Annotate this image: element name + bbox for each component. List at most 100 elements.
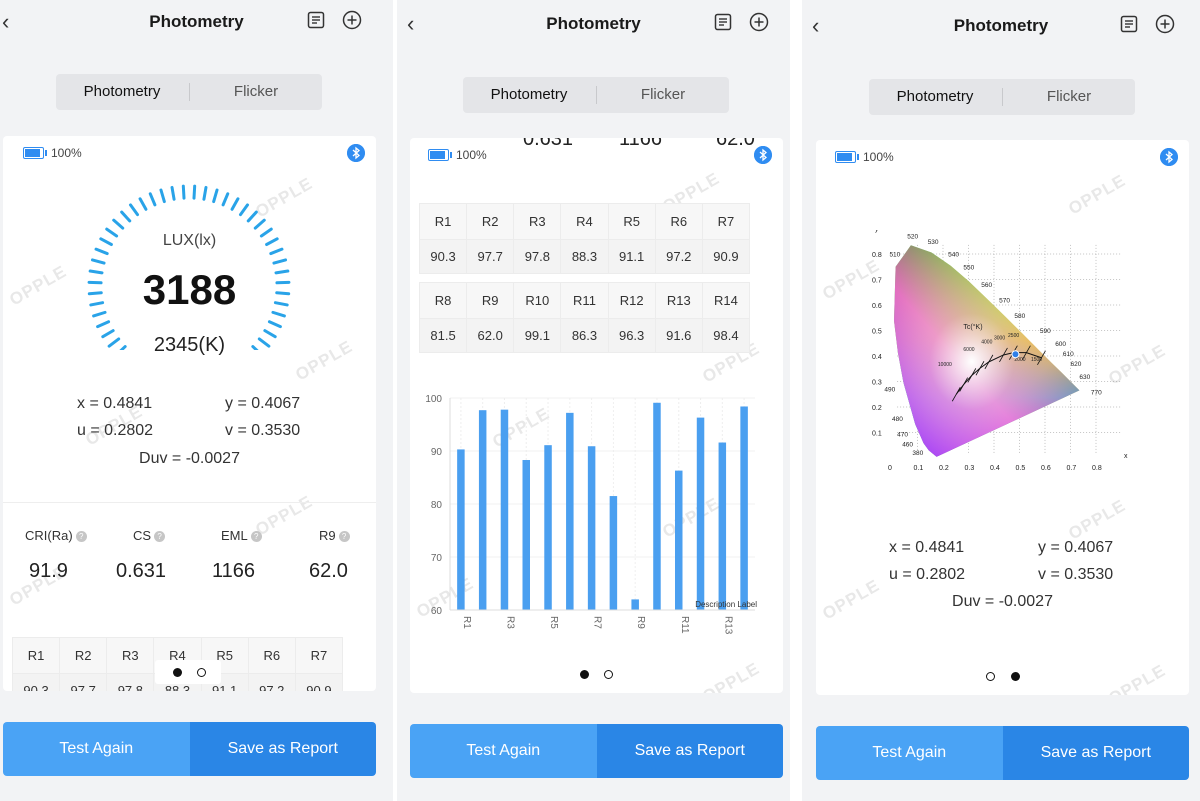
- measurement-card: 100% OPPLE OPPLE OPPLE OPPLE OPPLE OPPLE: [816, 140, 1189, 695]
- wavelength-label: 530: [928, 239, 939, 246]
- test-again-button[interactable]: Test Again: [410, 724, 597, 778]
- gauge-tick: [267, 320, 282, 329]
- tab-flicker[interactable]: Flicker: [233, 83, 279, 100]
- action-bar: Test Again Save as Report: [410, 724, 783, 778]
- gauge-tick: [107, 337, 121, 348]
- isotherm-line: [959, 377, 969, 392]
- lux-value: 3188: [142, 266, 237, 313]
- r-value: 62.0: [466, 318, 515, 353]
- bar-R13: [718, 442, 727, 610]
- lux-unit-label: LUX(lx): [162, 232, 217, 249]
- r-label: R6: [654, 203, 703, 240]
- back-icon[interactable]: ‹: [812, 13, 820, 38]
- page-dot-active[interactable]: [1011, 672, 1020, 681]
- gauge-tick: [112, 218, 125, 230]
- r-value: 97.2: [247, 673, 296, 691]
- document-list-icon[interactable]: [306, 10, 326, 30]
- page-dot[interactable]: [197, 668, 206, 677]
- x-tick-label: 0.7: [1067, 465, 1077, 472]
- y-tick-label: 0.4: [872, 354, 882, 361]
- page-dot[interactable]: [986, 672, 995, 681]
- r-value: 99.1: [513, 318, 562, 353]
- y-axis-label: y: [875, 230, 879, 233]
- gauge-tick: [128, 203, 140, 217]
- wavelength-label: 510: [889, 252, 900, 259]
- page-dot-active[interactable]: [580, 670, 589, 679]
- x-tick-label: 0.4: [990, 465, 1000, 472]
- plus-circle-icon[interactable]: [1155, 14, 1175, 34]
- legend-label: Description Label: [695, 600, 757, 609]
- help-icon[interactable]: ?: [250, 531, 262, 542]
- isotherm-line: [984, 354, 994, 370]
- page-dot[interactable]: [604, 670, 613, 679]
- page-dot-active[interactable]: [173, 668, 182, 677]
- page-indicator: [155, 660, 221, 684]
- test-again-button[interactable]: Test Again: [816, 726, 1003, 780]
- gauge-tick: [202, 185, 208, 201]
- r-value: 90.9: [294, 673, 344, 691]
- r-label: R5: [607, 203, 656, 240]
- tab-flicker[interactable]: Flicker: [640, 86, 686, 103]
- tc-label: Tc(°K): [963, 323, 982, 331]
- page-title: Photometry: [546, 14, 641, 33]
- coord-v: v = 0.3530: [225, 422, 301, 439]
- r-value: 97.7: [59, 673, 108, 691]
- r-value: 97.8: [513, 239, 562, 274]
- document-list-icon[interactable]: [713, 12, 733, 32]
- back-icon[interactable]: ‹: [407, 11, 415, 36]
- wavelength-label: 620: [1071, 361, 1082, 368]
- x-tick-label: 0.3: [965, 465, 975, 472]
- bluetooth-icon[interactable]: [1160, 148, 1178, 166]
- gauge-tick: [257, 337, 271, 348]
- page-title: Photometry: [953, 16, 1049, 35]
- tab-photometry[interactable]: Photometry: [83, 83, 161, 100]
- save-report-button[interactable]: Save as Report: [596, 724, 783, 778]
- y-tick-label: 0.6: [872, 303, 882, 310]
- watermark: OPPLE: [699, 658, 763, 693]
- gauge-tick: [230, 197, 240, 211]
- measurement-card: 0.631 1166 62.0 100% OPPLE OPPLE OPPLE O…: [410, 138, 783, 693]
- metric-label-cs: CS?: [133, 528, 166, 543]
- coord-x: x = 0.4841: [77, 395, 153, 412]
- bar-R6: [566, 412, 574, 610]
- help-icon[interactable]: ?: [154, 531, 166, 542]
- metric-value-eml: 1166: [212, 560, 256, 582]
- bluetooth-icon[interactable]: [347, 144, 365, 162]
- x-tick-label: R7: [592, 616, 603, 629]
- isotherm-line: [975, 361, 985, 376]
- divider: [596, 86, 597, 104]
- r-label: R13: [654, 282, 703, 319]
- gauge-tick: [221, 192, 230, 207]
- help-icon[interactable]: ?: [75, 531, 87, 542]
- document-list-icon[interactable]: [1119, 14, 1139, 34]
- test-again-button[interactable]: Test Again: [3, 722, 190, 776]
- gauge-tick: [272, 258, 288, 265]
- wavelength-label: 600: [1055, 341, 1066, 348]
- save-report-button[interactable]: Save as Report: [1002, 726, 1189, 780]
- action-bar: Test Again Save as Report: [3, 722, 376, 776]
- wavelength-label: 590: [1040, 328, 1051, 335]
- y-tick-label: 0.1: [872, 431, 882, 438]
- r-value: 97.2: [654, 239, 703, 274]
- gauge-tick: [90, 258, 106, 265]
- gauge-tick: [192, 184, 197, 200]
- tab-photometry[interactable]: Photometry: [896, 88, 974, 105]
- r-value: 91.1: [607, 239, 656, 274]
- header: ‹ Photometry: [802, 4, 1200, 48]
- tab-photometry[interactable]: Photometry: [490, 86, 568, 103]
- plus-circle-icon[interactable]: [749, 12, 769, 32]
- y-tick-label: 0.3: [872, 380, 882, 387]
- bluetooth-icon[interactable]: [754, 146, 772, 164]
- r-label: R7: [294, 637, 344, 674]
- save-report-button[interactable]: Save as Report: [189, 722, 376, 776]
- tab-flicker[interactable]: Flicker: [1046, 88, 1092, 105]
- bar-R10: [653, 402, 661, 610]
- plus-circle-icon[interactable]: [342, 10, 362, 30]
- r-value: 96.3: [607, 318, 656, 353]
- mode-switch: Photometry Flicker: [56, 74, 322, 110]
- r-value: 86.3: [560, 318, 609, 353]
- help-icon[interactable]: ?: [338, 531, 350, 542]
- x-tick-label: R1: [461, 616, 472, 629]
- back-icon[interactable]: ‹: [2, 9, 10, 34]
- r-value: 90.9: [701, 239, 751, 274]
